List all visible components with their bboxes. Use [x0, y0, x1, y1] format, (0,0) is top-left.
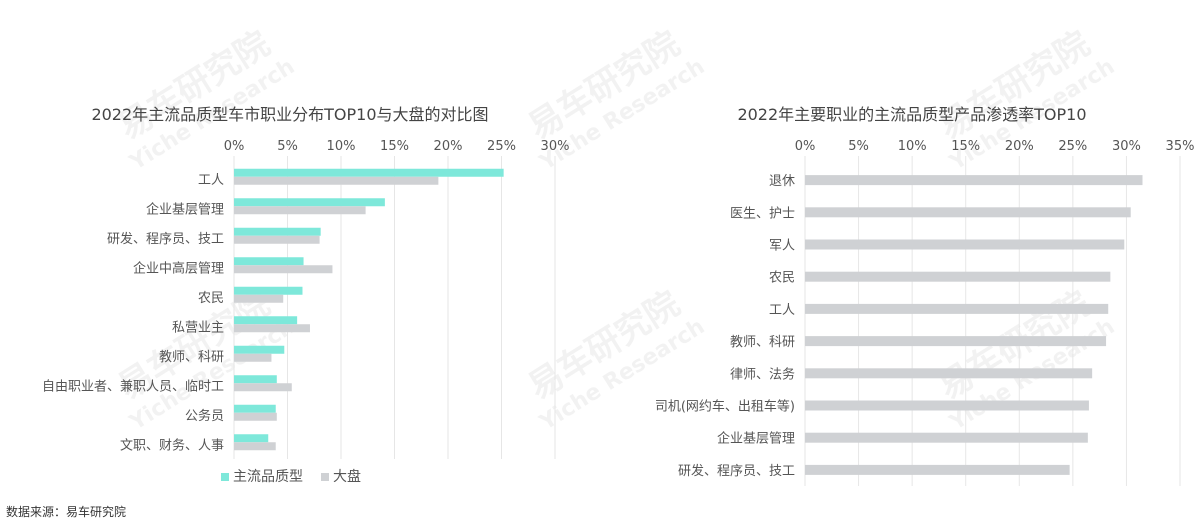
category-label: 工人 — [198, 173, 224, 188]
bar — [805, 368, 1093, 379]
bar — [805, 239, 1125, 250]
chart-title: 2022年主要职业的主流品质型产品渗透率TOP10 — [737, 105, 1086, 124]
bar-primary — [234, 198, 385, 207]
bar — [805, 400, 1089, 411]
chart-occupation-distribution: 2022年主流品质型车市职业分布TOP10与大盘的对比图 0% 5% 10% 15% 20… — [42, 105, 570, 485]
category-label: 研发、程序员、技工 — [678, 463, 795, 479]
tick-label: 35% — [1166, 139, 1195, 154]
bar — [805, 271, 1111, 282]
category-label: 企业中高层管理 — [133, 260, 224, 276]
category-label: 研发、程序员、技工 — [107, 231, 224, 247]
bar — [805, 464, 1070, 475]
tick-label: 30% — [541, 139, 570, 154]
bar-market — [234, 324, 310, 333]
bar — [805, 207, 1131, 218]
bar-market — [234, 235, 320, 244]
bar-market — [234, 353, 272, 362]
bar-market — [234, 412, 277, 421]
bar-primary — [234, 286, 303, 295]
category-label: 军人 — [769, 239, 795, 254]
category-label: 律师、法务 — [730, 366, 795, 382]
tick-label: 0% — [224, 139, 245, 154]
source-note: 数据来源：易车研究院 — [6, 505, 127, 519]
tick-label: 15% — [380, 139, 409, 154]
bar-primary — [234, 316, 298, 325]
tick-label: 10% — [327, 139, 356, 154]
bar-primary — [234, 375, 277, 384]
legend-swatch — [321, 473, 329, 481]
category-label: 工人 — [769, 303, 795, 318]
bar-market — [234, 206, 366, 215]
category-label: 文职、财务、人事 — [120, 437, 224, 453]
bar-market — [234, 294, 284, 303]
category-label: 医生、护士 — [730, 206, 795, 221]
bar — [805, 303, 1109, 314]
tick-label: 30% — [1112, 139, 1141, 154]
legend-label: 主流品质型 — [233, 469, 303, 485]
bar-primary — [234, 434, 269, 443]
bar-primary — [234, 404, 276, 413]
bar-market — [234, 265, 333, 274]
category-label: 退休 — [769, 174, 795, 189]
legend-swatch — [221, 473, 229, 481]
category-label: 农民 — [198, 291, 224, 306]
bar-market — [234, 442, 276, 451]
tick-label: 5% — [848, 139, 869, 154]
chart-penetration-rate: 2022年主要职业的主流品质型产品渗透率TOP10 0% 5% 10% 15% 20% 25… — [655, 105, 1195, 486]
tick-label: 20% — [1005, 139, 1034, 154]
tick-label: 10% — [898, 139, 927, 154]
tick-label: 25% — [1058, 139, 1087, 154]
category-label: 企业基层管理 — [717, 431, 795, 447]
bar-market — [234, 176, 439, 185]
bar-primary — [234, 345, 285, 354]
tick-label: 15% — [951, 139, 980, 154]
tick-label: 5% — [277, 139, 298, 154]
category-label: 农民 — [769, 271, 795, 286]
tick-label: 0% — [795, 139, 816, 154]
category-label: 自由职业者、兼职人员、临时工 — [42, 379, 224, 394]
category-label: 教师、科研 — [730, 334, 795, 350]
category-label: 企业基层管理 — [146, 201, 224, 217]
category-label: 私营业主 — [172, 320, 224, 335]
bar — [805, 336, 1107, 347]
bar — [805, 175, 1143, 186]
bar-primary — [234, 257, 304, 266]
legend-label: 大盘 — [333, 468, 361, 485]
tick-label: 20% — [434, 139, 463, 154]
category-label: 司机(网约车、出租车等) — [655, 399, 795, 415]
bar — [805, 432, 1088, 443]
bar-market — [234, 383, 292, 392]
category-label: 公务员 — [185, 408, 224, 424]
chart-title: 2022年主流品质型车市职业分布TOP10与大盘的对比图 — [91, 105, 488, 124]
bar-primary — [234, 227, 321, 236]
bar-primary — [234, 168, 504, 177]
category-label: 教师、科研 — [159, 349, 224, 365]
tick-label: 25% — [487, 139, 516, 154]
